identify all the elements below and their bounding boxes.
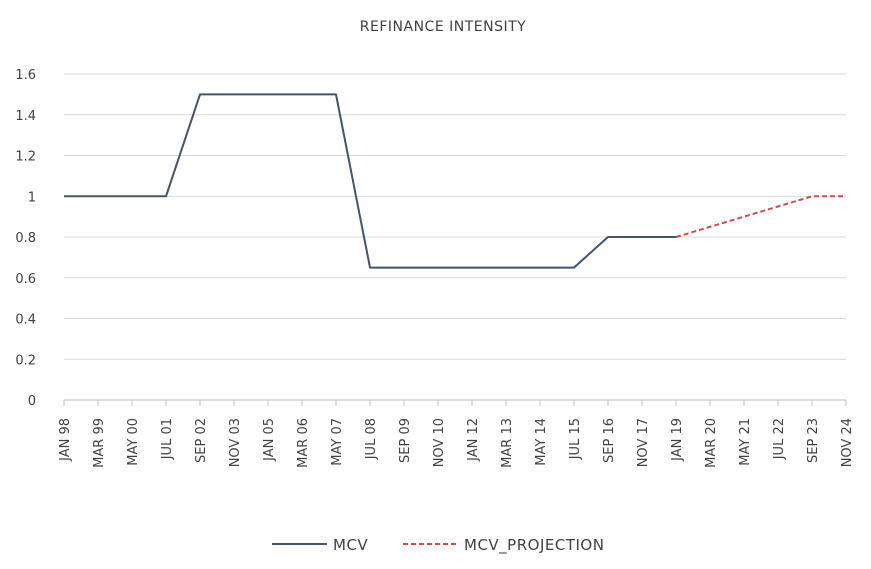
legend: MCV MCV_PROJECTION [272, 536, 604, 555]
x-tick-label: MAY 14 [534, 418, 549, 466]
x-axis-ticks: JAN 98 MAR 99 MAY 00 JUL 01 SEP 02 NOV 03 JAN … [58, 400, 855, 468]
x-tick-label: NOV 03 [228, 418, 243, 467]
x-tick-label: NOV 17 [636, 418, 651, 467]
y-tick-label: 0.6 [15, 272, 36, 287]
y-tick-label: 1.6 [15, 68, 36, 83]
x-tick-label: MAY 21 [738, 418, 753, 466]
chart-title: REFINANCE INTENSITY [360, 19, 526, 35]
x-tick-label: MAR 06 [296, 418, 311, 468]
y-tick-label: 0.8 [15, 231, 36, 246]
y-tick-label: 0.4 [15, 313, 36, 328]
x-tick-label: MAR 13 [500, 418, 515, 468]
x-tick-label: SEP 09 [398, 418, 413, 463]
x-tick-label: JUL 08 [364, 418, 379, 460]
series-line-mcv-projection [675, 195, 846, 238]
x-tick-label: JUL 01 [160, 418, 175, 460]
y-tick-label: 1.2 [15, 150, 36, 165]
y-tick-label: 1 [28, 190, 36, 205]
x-tick-label: SEP 23 [806, 418, 821, 463]
x-tick-label: NOV 24 [840, 418, 855, 467]
x-tick-label: JUL 15 [568, 418, 583, 460]
legend-label: MCV_PROJECTION [464, 536, 604, 555]
x-tick-label: MAY 00 [126, 418, 141, 466]
x-tick-label: JAN 05 [262, 418, 277, 462]
legend-label: MCV [333, 536, 368, 554]
x-tick-label: MAR 20 [704, 418, 719, 468]
series-group [64, 93, 846, 269]
x-tick-label: MAY 07 [330, 418, 345, 466]
x-tick-label: JAN 98 [58, 418, 73, 462]
series-line-mcv [64, 93, 676, 269]
y-tick-label: 1.4 [15, 109, 36, 124]
y-tick-label: 0.2 [15, 353, 36, 368]
y-axis-ticks: 0 0.2 0.4 0.6 0.8 1 1.2 1.4 1.6 [15, 68, 36, 409]
x-tick-label: SEP 16 [602, 418, 617, 463]
x-tick-label: NOV 10 [432, 418, 447, 467]
x-tick-label: JAN 12 [466, 418, 481, 462]
x-tick-label: JUL 22 [772, 418, 787, 460]
x-tick-label: SEP 02 [194, 418, 209, 463]
x-tick-label: JAN 19 [670, 418, 685, 462]
x-tick-label: MAR 99 [92, 418, 107, 468]
gridlines [64, 73, 846, 360]
y-tick-label: 0 [28, 394, 36, 409]
